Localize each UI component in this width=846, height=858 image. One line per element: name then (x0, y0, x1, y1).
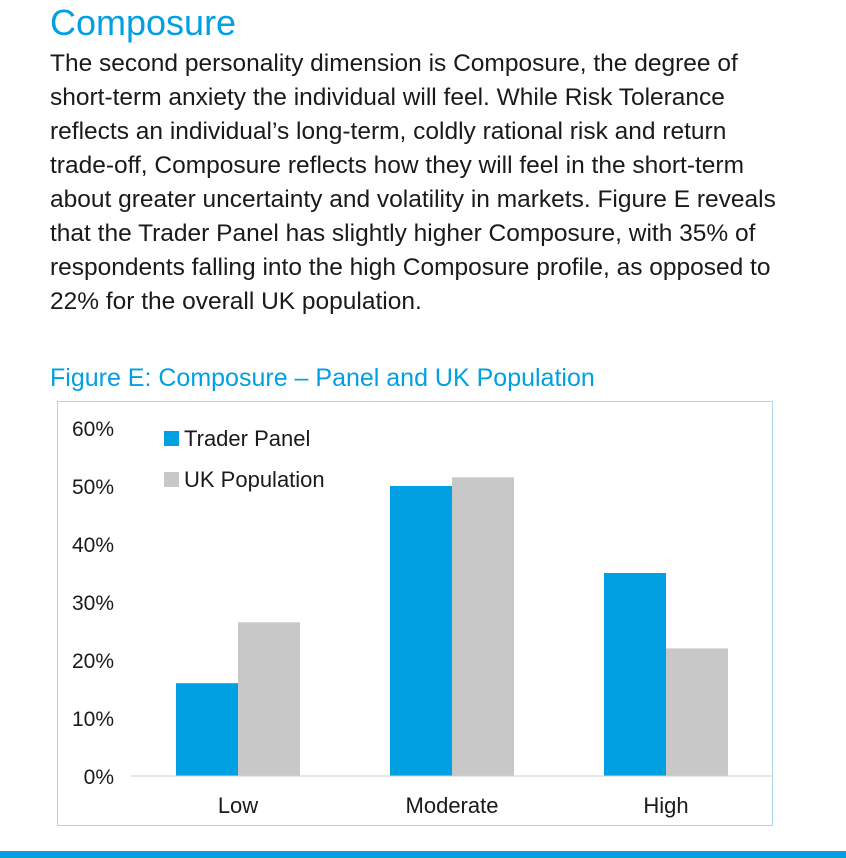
section-title: Composure (50, 2, 237, 43)
x-category-label: High (643, 793, 688, 818)
y-tick-label: 60% (72, 418, 114, 441)
x-category-label: Moderate (406, 793, 499, 818)
y-tick-label: 40% (72, 534, 114, 557)
x-category-label: Low (218, 793, 258, 818)
bar-series-group (176, 477, 728, 776)
bar-chart: 0% 10% 20% 30% 40% 50% 60% Low Moderate High Tra… (72, 418, 773, 818)
chart-frame: 0% 10% 20% 30% 40% 50% 60% Low Moderate High Tra… (57, 401, 773, 826)
y-tick-label: 30% (72, 592, 114, 615)
y-tick-label: 20% (72, 650, 114, 673)
legend-swatch-uk-population (164, 472, 179, 487)
x-axis-labels: Low Moderate High (218, 793, 689, 818)
figure-title: Figure E: Composure – Panel and UK Popul… (50, 364, 595, 392)
y-axis-ticks: 0% 10% 20% 30% 40% 50% 60% (72, 418, 114, 789)
bar-low-uk-population (238, 622, 300, 776)
legend-label: Trader Panel (184, 426, 310, 451)
bar-moderate-uk-population (452, 477, 514, 776)
chart-legend: Trader Panel UK Population (164, 426, 325, 492)
bar-moderate-trader-panel (390, 486, 452, 776)
footer-accent-bar (0, 851, 846, 858)
body-paragraph: The second personality dimension is Comp… (50, 50, 776, 315)
bar-high-trader-panel (604, 573, 666, 776)
legend-label: UK Population (184, 467, 325, 492)
bar-high-uk-population (666, 648, 728, 776)
y-tick-label: 50% (72, 476, 114, 499)
bar-low-trader-panel (176, 683, 238, 776)
y-tick-label: 0% (84, 766, 114, 789)
legend-swatch-trader-panel (164, 431, 179, 446)
y-tick-label: 10% (72, 708, 114, 731)
